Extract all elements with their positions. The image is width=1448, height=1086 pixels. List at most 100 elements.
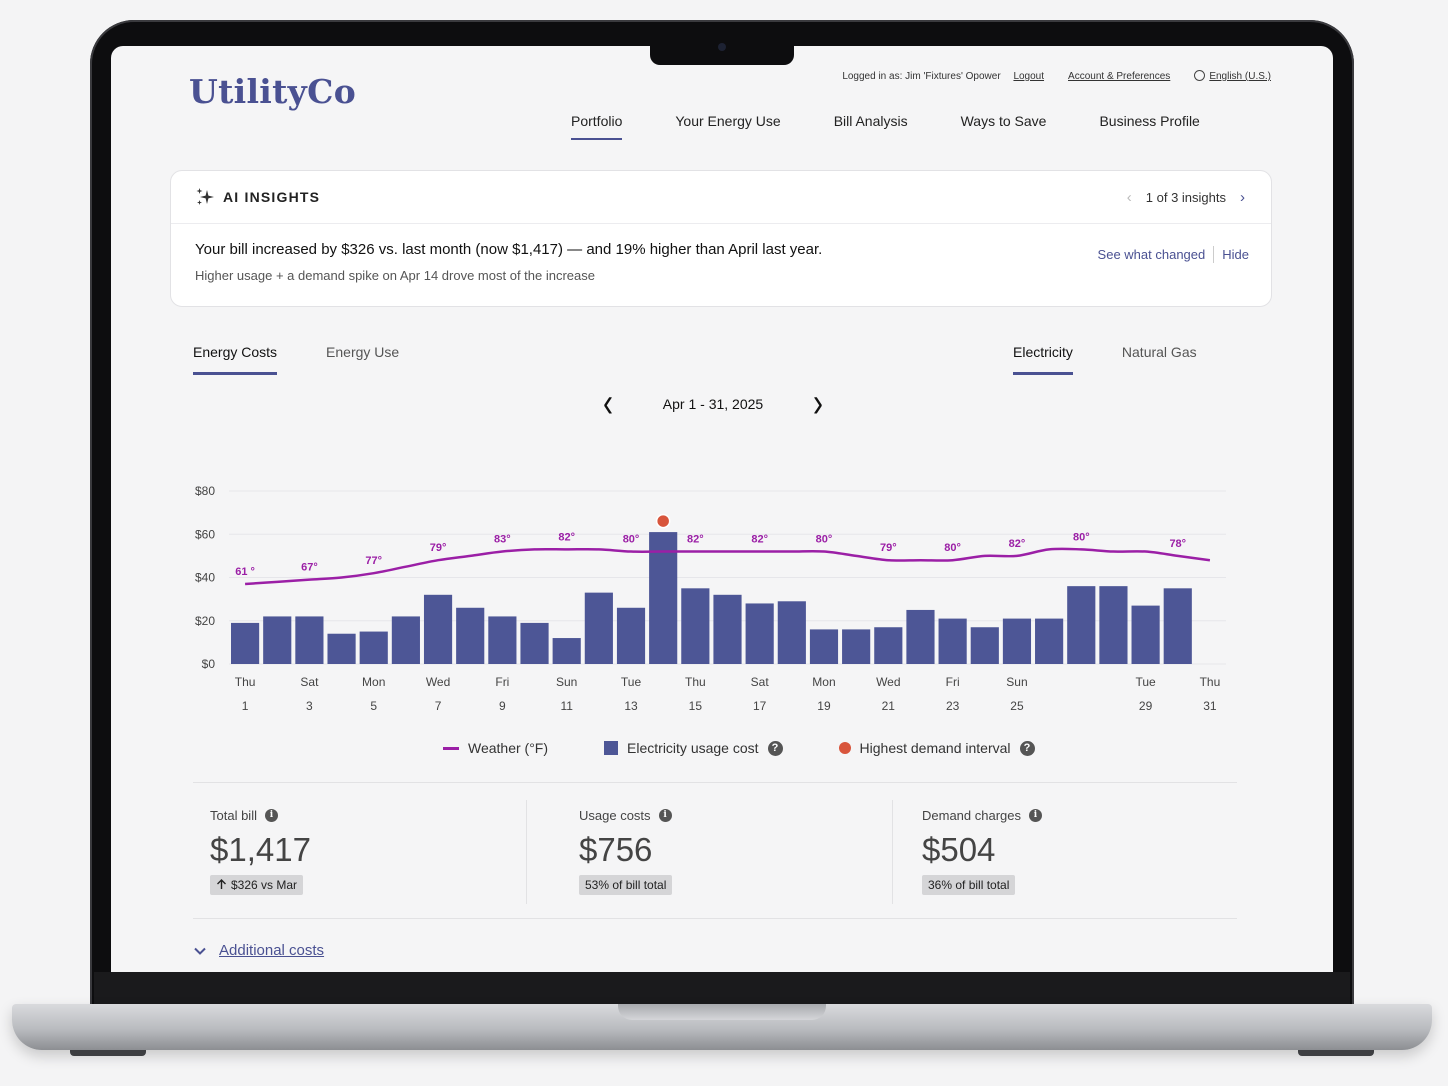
cost-bar	[295, 616, 324, 664]
temperature-label: 67°	[301, 562, 318, 574]
usage-costs-label-row: Usage costs i	[579, 808, 672, 823]
hide-insight-link[interactable]: Hide	[1222, 247, 1249, 262]
cost-bar	[584, 592, 613, 664]
tab-energy-use[interactable]: Energy Use	[326, 344, 400, 360]
cost-bar	[327, 633, 356, 664]
divider	[193, 782, 1237, 783]
demand-charges-label: Demand charges	[922, 808, 1021, 823]
language-selector[interactable]: English (U.S.)	[1194, 70, 1271, 82]
help-icon[interactable]: ?	[767, 740, 783, 756]
weather-line	[244, 547, 1211, 586]
nav-ways-to-save[interactable]: Ways to Save	[960, 113, 1047, 129]
x-tick-weekday: Thu	[235, 675, 256, 689]
cost-bar	[1067, 586, 1096, 664]
utilityco-logo[interactable]: UtilityCo	[189, 72, 357, 111]
cost-bar	[391, 616, 420, 664]
previous-period-icon[interactable]: ‹	[603, 380, 613, 427]
additional-costs-toggle[interactable]: Additional costs	[193, 942, 324, 959]
x-tick-weekday: Wed	[426, 675, 450, 689]
legend-weather-label: Weather (°F)	[468, 740, 549, 756]
cost-bar	[488, 616, 517, 664]
tab-electricity[interactable]: Electricity	[1013, 344, 1073, 375]
temperature-label: 61 °	[235, 566, 255, 578]
legend-weather: Weather (°F)	[443, 740, 548, 756]
x-tick-weekday: Mon	[362, 675, 385, 689]
cost-bar	[874, 627, 903, 664]
insight-pager: ‹ 1 of 3 insights ›	[1127, 189, 1245, 206]
nav-portfolio[interactable]: Portfolio	[571, 113, 623, 140]
date-navigator: ‹ Apr 1 - 31, 2025 ›	[603, 382, 823, 424]
see-what-changed-link[interactable]: See what changed	[1097, 247, 1206, 262]
tab-natural-gas[interactable]: Natural Gas	[1121, 344, 1197, 360]
nav-your-energy-use[interactable]: Your Energy Use	[675, 113, 781, 129]
fuel-tabs: Electricity Natural Gas	[1013, 344, 1197, 375]
cost-bar	[970, 627, 999, 664]
laptop-hinge	[94, 972, 1350, 1006]
info-icon[interactable]: i	[1029, 809, 1042, 822]
laptop-opening-groove	[618, 1004, 826, 1020]
next-period-icon[interactable]: ›	[813, 380, 823, 427]
logout-link[interactable]: Logout	[1013, 70, 1045, 82]
ai-insights-card: AI INSIGHTS ‹ 1 of 3 insights › Your bil…	[170, 170, 1272, 307]
cost-bar	[456, 607, 485, 664]
date-range: Apr 1 - 31, 2025	[662, 396, 764, 412]
next-insight-icon[interactable]: ›	[1240, 189, 1245, 206]
chevron-down-icon	[194, 947, 206, 955]
divider	[193, 918, 1237, 919]
y-tick-label: $20	[195, 614, 215, 628]
x-tick-day: 7	[435, 699, 442, 713]
insight-subtext: Higher usage + a demand spike on Apr 14 …	[195, 268, 595, 283]
x-tick-day: 31	[1203, 699, 1217, 713]
x-tick-weekday: Sun	[1006, 675, 1027, 689]
demand-swatch	[838, 742, 851, 754]
total-bill-change-badge: $326 vs Mar	[210, 875, 304, 895]
help-icon[interactable]: ?	[1019, 740, 1035, 756]
temperature-label: 78°	[1169, 538, 1186, 550]
x-tick-day: 5	[370, 699, 377, 713]
legend-usage-cost: Electricity usage cost?	[604, 740, 783, 756]
app-screen: UtilityCo Logged in as: Jim 'Fixtures' O…	[111, 46, 1333, 972]
chart-legend: Weather (°F) Electricity usage cost? Hig…	[443, 740, 1035, 756]
cost-bar	[263, 616, 292, 664]
cost-bar	[359, 631, 388, 664]
stat-divider	[892, 800, 893, 904]
cost-bar	[1002, 618, 1032, 664]
y-tick-label: $60	[195, 527, 215, 541]
x-tick-weekday: Sat	[300, 675, 319, 689]
total-bill-label-row: Total bill i	[210, 808, 311, 823]
cost-bar	[777, 601, 806, 664]
x-tick-day: 23	[946, 699, 960, 713]
x-tick-weekday: Wed	[876, 675, 900, 689]
tab-energy-costs[interactable]: Energy Costs	[193, 344, 278, 375]
cost-bar	[520, 622, 549, 664]
ai-insights-title: AI INSIGHTS	[223, 189, 321, 205]
laptop-foot-left	[70, 1050, 146, 1056]
x-tick-day: 17	[753, 699, 767, 713]
x-tick-weekday: Thu	[685, 675, 706, 689]
total-bill-change: $326 vs Mar	[231, 878, 298, 892]
demand-charges-value: $504	[922, 831, 996, 868]
info-icon[interactable]: i	[658, 809, 672, 822]
nav-bill-analysis[interactable]: Bill Analysis	[833, 113, 908, 129]
nav-business-profile[interactable]: Business Profile	[1099, 113, 1200, 129]
temperature-label: 82°	[751, 534, 768, 546]
x-tick-day: 13	[624, 699, 638, 713]
sparkle-icon	[196, 188, 214, 205]
account-preferences-link[interactable]: Account & Preferences	[1068, 70, 1171, 82]
total-bill-stat: Total bill i $1,417 $326 vs Mar	[210, 808, 311, 895]
laptop-base	[12, 1004, 1432, 1056]
cost-bar	[745, 603, 774, 664]
total-bill-label: Total bill	[210, 808, 257, 823]
temperature-label: 80°	[944, 542, 961, 554]
cost-bar	[423, 594, 453, 664]
additional-costs-link[interactable]: Additional costs	[219, 942, 325, 959]
globe-icon	[1194, 70, 1206, 81]
language-link[interactable]: English (U.S.)	[1209, 71, 1271, 82]
cost-bar	[713, 594, 742, 664]
camera-icon	[718, 43, 726, 51]
legend-highest-demand-label: Highest demand interval	[859, 740, 1011, 756]
previous-insight-icon[interactable]: ‹	[1126, 189, 1132, 206]
y-tick-label: $40	[195, 571, 215, 585]
info-icon[interactable]: i	[264, 809, 278, 822]
x-tick-day: 9	[499, 699, 506, 713]
